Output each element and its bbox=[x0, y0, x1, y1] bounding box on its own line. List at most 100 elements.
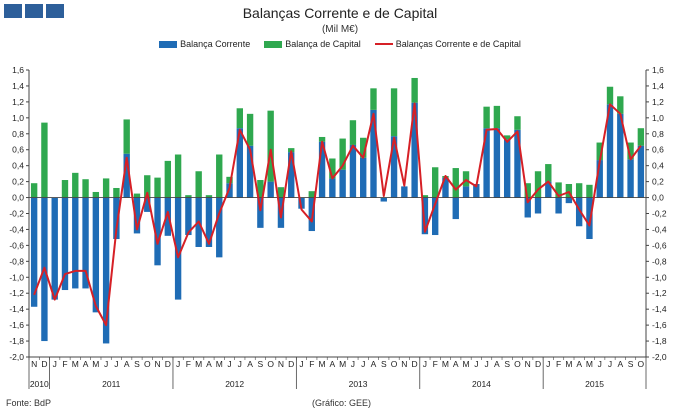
bar-capital bbox=[524, 183, 531, 198]
bar-capital bbox=[123, 119, 130, 154]
bar-capital bbox=[257, 180, 264, 198]
bar-current bbox=[586, 197, 593, 240]
legend-label-combined: Balanças Corrente e de Capital bbox=[395, 39, 521, 49]
bar-current bbox=[30, 197, 38, 307]
line-combined-balance bbox=[33, 102, 642, 327]
y-tick-label-right: -0,4 bbox=[652, 224, 667, 234]
bar-capital bbox=[411, 77, 418, 103]
bar-current bbox=[102, 197, 110, 344]
bar-current bbox=[61, 197, 69, 291]
month-label: D bbox=[41, 359, 47, 369]
bar-capital bbox=[185, 195, 192, 198]
y-tick-label-right: -1,2 bbox=[652, 288, 667, 298]
month-label: F bbox=[186, 359, 191, 369]
bar-capital bbox=[596, 142, 603, 161]
month-label: A bbox=[247, 359, 253, 369]
month-label: F bbox=[62, 359, 67, 369]
year-label: 2011 bbox=[102, 379, 121, 389]
bar-current bbox=[534, 197, 542, 214]
y-tick-label-left: -0,4 bbox=[9, 224, 24, 234]
bar-capital bbox=[370, 88, 377, 110]
y-tick-label-right: -0,8 bbox=[652, 256, 667, 266]
year-label: 2010 bbox=[30, 379, 49, 389]
month-label: M bbox=[339, 359, 346, 369]
bar-capital bbox=[267, 110, 274, 182]
bar-capital bbox=[72, 172, 79, 198]
bar-capital bbox=[61, 180, 69, 198]
bar-current bbox=[503, 139, 511, 198]
y-tick-label-left: 1,2 bbox=[12, 97, 24, 107]
bar-current bbox=[349, 144, 357, 198]
bar-current bbox=[123, 153, 130, 198]
month-label: D bbox=[535, 359, 541, 369]
month-label: O bbox=[267, 359, 274, 369]
month-label: A bbox=[617, 359, 623, 369]
y-tick-label-left: -1,0 bbox=[9, 272, 24, 282]
bar-capital bbox=[154, 177, 161, 198]
y-tick-label-right: 0,6 bbox=[652, 145, 664, 155]
month-label: S bbox=[258, 359, 264, 369]
y-tick-label-right: 0,0 bbox=[652, 193, 664, 203]
bar-current bbox=[164, 197, 172, 236]
bar-current bbox=[411, 102, 418, 198]
bar-capital bbox=[421, 195, 429, 198]
y-tick-label-left: -1,2 bbox=[9, 288, 24, 298]
y-tick-label-left: -1,6 bbox=[9, 320, 24, 330]
bar-capital bbox=[164, 160, 172, 198]
bar-capital bbox=[534, 171, 542, 198]
y-tick-label-left: 0,4 bbox=[12, 161, 24, 171]
bar-current bbox=[288, 152, 295, 198]
bar-capital bbox=[82, 179, 89, 198]
month-label: N bbox=[31, 359, 37, 369]
legend-item-current: Balança Corrente bbox=[159, 39, 250, 49]
month-label: J bbox=[53, 359, 57, 369]
year-label: 2014 bbox=[472, 379, 491, 389]
bar-capital bbox=[329, 158, 336, 179]
brand-logo bbox=[4, 4, 64, 18]
month-label: M bbox=[72, 359, 79, 369]
bar-capital bbox=[514, 116, 521, 130]
bar-current bbox=[205, 197, 213, 247]
bar-capital bbox=[92, 191, 100, 198]
bar-current bbox=[236, 128, 243, 198]
bar-capital bbox=[226, 176, 233, 184]
bar-current bbox=[401, 186, 408, 198]
month-label: M bbox=[442, 359, 449, 369]
bar-current bbox=[267, 181, 274, 198]
month-label: M bbox=[319, 359, 326, 369]
bar-capital bbox=[195, 171, 202, 198]
y-tick-label-left: 0,0 bbox=[12, 193, 24, 203]
y-tick-label-left: 1,4 bbox=[12, 81, 24, 91]
month-label: F bbox=[433, 359, 438, 369]
bar-capital bbox=[627, 142, 634, 160]
month-label: J bbox=[423, 359, 427, 369]
bar-capital bbox=[617, 96, 624, 114]
chart-title: Balanças Corrente e de Capital bbox=[242, 5, 438, 21]
month-label: A bbox=[494, 359, 500, 369]
bar-current bbox=[637, 145, 645, 198]
month-label: M bbox=[216, 359, 223, 369]
bar-current bbox=[617, 113, 624, 198]
y-tick-label-right: -1,0 bbox=[652, 272, 667, 282]
month-label: J bbox=[474, 359, 478, 369]
bar-current bbox=[627, 159, 634, 198]
logo-block-icon bbox=[4, 4, 22, 18]
bar-capital bbox=[339, 138, 346, 170]
month-label: F bbox=[556, 359, 561, 369]
bar-current bbox=[92, 197, 100, 313]
month-label: J bbox=[361, 359, 365, 369]
month-label: J bbox=[227, 359, 231, 369]
bar-current bbox=[82, 197, 89, 289]
bar-current bbox=[565, 197, 573, 204]
month-label: J bbox=[608, 359, 612, 369]
y-tick-label-left: -0,8 bbox=[9, 256, 24, 266]
month-label: J bbox=[238, 359, 242, 369]
month-label: M bbox=[586, 359, 593, 369]
bar-capital bbox=[144, 175, 151, 198]
month-label: O bbox=[391, 359, 398, 369]
y-tick-label-left: 0,2 bbox=[12, 177, 24, 187]
bar-current bbox=[380, 197, 387, 202]
month-label: F bbox=[309, 359, 314, 369]
bar-capital bbox=[216, 154, 223, 198]
y-tick-label-right: 0,8 bbox=[652, 129, 664, 139]
